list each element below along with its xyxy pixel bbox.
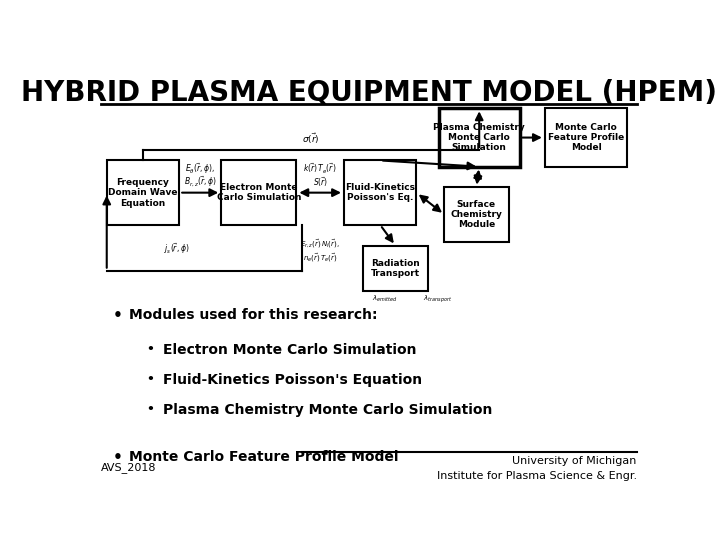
- Text: Plasma Chemistry
Monte Carlo
Simulation: Plasma Chemistry Monte Carlo Simulation: [433, 123, 525, 152]
- FancyBboxPatch shape: [344, 160, 416, 225]
- FancyBboxPatch shape: [438, 109, 520, 167]
- Text: Surface
Chemistry
Module: Surface Chemistry Module: [451, 200, 503, 230]
- Text: Modules used for this research:: Modules used for this research:: [129, 308, 377, 322]
- FancyBboxPatch shape: [545, 109, 627, 167]
- Text: AVS_2018: AVS_2018: [101, 462, 157, 473]
- Text: Monte Carlo Feature Profile Model: Monte Carlo Feature Profile Model: [129, 450, 399, 464]
- Text: $B_{r,z}(\vec{r},\phi)$: $B_{r,z}(\vec{r},\phi)$: [184, 174, 217, 188]
- Text: Electron Monte Carlo Simulation: Electron Monte Carlo Simulation: [163, 343, 416, 357]
- Text: Monte Carlo
Feature Profile
Model: Monte Carlo Feature Profile Model: [548, 123, 624, 152]
- Text: $S(\vec{r})$: $S(\vec{r})$: [312, 175, 328, 188]
- Text: $n_e(\vec{r})\,T_e(\vec{r})$: $n_e(\vec{r})\,T_e(\vec{r})$: [303, 252, 338, 265]
- Text: $E_{r,z}(\vec{r})\,N_i(\vec{r}),$: $E_{r,z}(\vec{r})\,N_i(\vec{r}),$: [300, 238, 340, 250]
- Text: •: •: [145, 373, 153, 386]
- FancyBboxPatch shape: [107, 160, 179, 225]
- Text: Frequency
Domain Wave
Equation: Frequency Domain Wave Equation: [108, 178, 178, 207]
- Text: $\lambda_{transport}$: $\lambda_{transport}$: [423, 294, 452, 305]
- Text: •: •: [145, 403, 153, 416]
- Text: University of Michigan: University of Michigan: [513, 456, 637, 467]
- Text: Institute for Plasma Science & Engr.: Institute for Plasma Science & Engr.: [437, 471, 637, 482]
- Text: •: •: [112, 308, 122, 323]
- Text: Plasma Chemistry Monte Carlo Simulation: Plasma Chemistry Monte Carlo Simulation: [163, 403, 492, 417]
- Text: •: •: [112, 450, 122, 465]
- Text: $E_\theta(\vec{r},\phi),$: $E_\theta(\vec{r},\phi),$: [185, 161, 215, 176]
- Text: Fluid-Kinetics
Poisson's Eq.: Fluid-Kinetics Poisson's Eq.: [345, 183, 415, 202]
- Text: $\sigma(\vec{r})$: $\sigma(\vec{r})$: [302, 132, 320, 146]
- Text: $k(\vec{r})\,T_e(\vec{r})$: $k(\vec{r})\,T_e(\vec{r})$: [304, 162, 337, 176]
- Text: $j_s(\vec{r},\phi)$: $j_s(\vec{r},\phi)$: [163, 241, 189, 256]
- FancyBboxPatch shape: [364, 246, 428, 292]
- Text: HYBRID PLASMA EQUIPMENT MODEL (HPEM): HYBRID PLASMA EQUIPMENT MODEL (HPEM): [21, 79, 717, 107]
- Text: Fluid-Kinetics Poisson's Equation: Fluid-Kinetics Poisson's Equation: [163, 373, 422, 387]
- Text: Radiation
Transport: Radiation Transport: [371, 259, 420, 278]
- FancyBboxPatch shape: [444, 187, 508, 241]
- Text: •: •: [145, 343, 153, 356]
- Text: Electron Monte
Carlo Simulation: Electron Monte Carlo Simulation: [217, 183, 301, 202]
- Text: $\lambda_{emitted}$: $\lambda_{emitted}$: [372, 294, 397, 303]
- FancyBboxPatch shape: [221, 160, 297, 225]
